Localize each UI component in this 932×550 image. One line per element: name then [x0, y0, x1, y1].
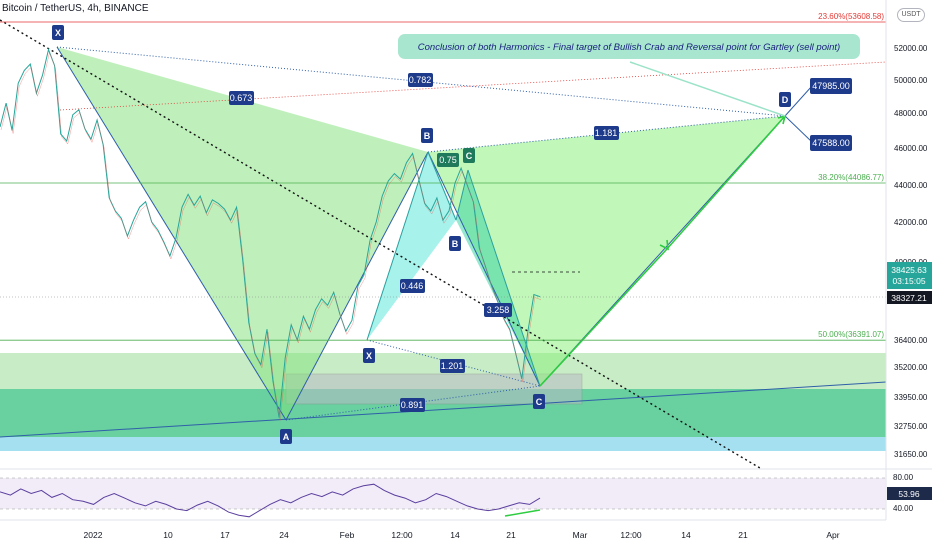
y-tick-label: 44000.00: [894, 181, 928, 190]
x-tick-label: 10: [163, 530, 173, 540]
target-label: 47588.00: [812, 138, 850, 148]
y-tick-label: 42000.00: [894, 218, 928, 227]
ratio-label: 0.446: [401, 281, 424, 291]
x-tick-label: Apr: [826, 530, 839, 540]
x-tick-label: 24: [279, 530, 289, 540]
ratio-label: 1.181: [595, 128, 618, 138]
ratio-label: 3.258: [487, 305, 510, 315]
annotation-box: [398, 34, 860, 59]
ratio-label: 0.782: [409, 75, 432, 85]
countdown-label: 03:15:05: [892, 276, 925, 286]
rsi-line: [0, 483, 541, 518]
target-labels: 47985.00 47588.00: [810, 78, 852, 151]
x-tick-label: 12:00: [391, 530, 413, 540]
rsi-divergence-line: [504, 509, 541, 517]
y-tick-label: 33950.00: [894, 393, 928, 402]
price-series-line: [0, 47, 541, 418]
point-label-x: X: [366, 351, 372, 361]
x-tick-label: 21: [506, 530, 516, 540]
y-tick-label: 46000.00: [894, 144, 928, 153]
point-label-b: B: [452, 239, 459, 249]
y-tick-label: 36400.00: [894, 336, 928, 345]
rsi-band: [0, 478, 886, 509]
crosshair-price-badge: [887, 291, 932, 304]
y-tick-label: 50000.00: [894, 76, 928, 85]
point-label-c: C: [536, 397, 543, 407]
point-label-c: C: [466, 151, 473, 161]
x-tick-label: 21: [738, 530, 748, 540]
annotation-text: Conclusion of both Harmonics - Final tar…: [418, 42, 840, 53]
trendline-blue: [0, 381, 887, 438]
currency-badge[interactable]: USDT: [897, 8, 925, 22]
x-tick-label: 14: [450, 530, 460, 540]
y-tick-label: 48000.00: [894, 109, 928, 118]
fib-level-label: 50.00%(36391.07): [818, 330, 884, 339]
pattern-point-labels: X A X B B C C D: [52, 25, 791, 444]
y-tick-label: 35200.00: [894, 363, 928, 372]
x-tick-label: 14: [681, 530, 691, 540]
y-tick-label: 31650.00: [894, 450, 928, 459]
x-tick-label: 2022: [84, 530, 103, 540]
rsi-level-upper: 80.00: [893, 473, 914, 482]
ratio-label: 1.201: [441, 361, 464, 371]
point-label-b: B: [424, 131, 431, 141]
price-series-shadow: [0, 51, 542, 421]
fib-level-label: 38.20%(44086.77): [818, 173, 884, 182]
point-label-d: D: [782, 95, 789, 105]
trendline-black-dotted: [0, 19, 761, 469]
ratio-label: 0.75: [439, 155, 457, 165]
target-label: 47985.00: [812, 81, 850, 91]
current-price-label: 38425.63: [891, 265, 927, 275]
annotation-pointer: [629, 61, 786, 117]
x-tick-label: 17: [220, 530, 230, 540]
rsi-value-badge: [887, 487, 932, 500]
rsi-value-label: 53.96: [898, 489, 920, 499]
y-tick-label: 52000.00: [894, 44, 928, 53]
current-price-badge: [887, 262, 932, 289]
fib-level-label: 23.60%(53608.58): [818, 12, 884, 21]
point-label-x: X: [55, 28, 61, 38]
ratio-label: 0.673: [230, 93, 253, 103]
zone-blue: [0, 437, 886, 451]
y-tick-label: 32750.00: [894, 422, 928, 431]
x-tick-label: 12:00: [620, 530, 642, 540]
pattern-inner-1: [367, 152, 456, 340]
chart-title: Bitcoin / TetherUS, 4h, BINANCE: [2, 3, 149, 14]
x-tick-label: Mar: [573, 530, 588, 540]
crosshair-price-label: 38327.21: [891, 293, 927, 303]
y-axis: 52000.00 50000.00 48000.00 46000.00 44000.00…: [894, 44, 928, 459]
x-tick-label: Feb: [340, 530, 355, 540]
consolidation-box: [285, 373, 583, 405]
ratio-label: 0.891: [401, 400, 424, 410]
rsi-level-lower: 40.00: [893, 504, 914, 513]
ratio-labels: 0.673 0.782 1.181 0.75 0.446 3.258 1.201…: [229, 73, 619, 412]
x-axis: 2022 10 17 24 Feb 12:00 14 21 Mar 12:00 14 21 Apr: [84, 530, 840, 540]
point-label-a: A: [283, 432, 290, 442]
